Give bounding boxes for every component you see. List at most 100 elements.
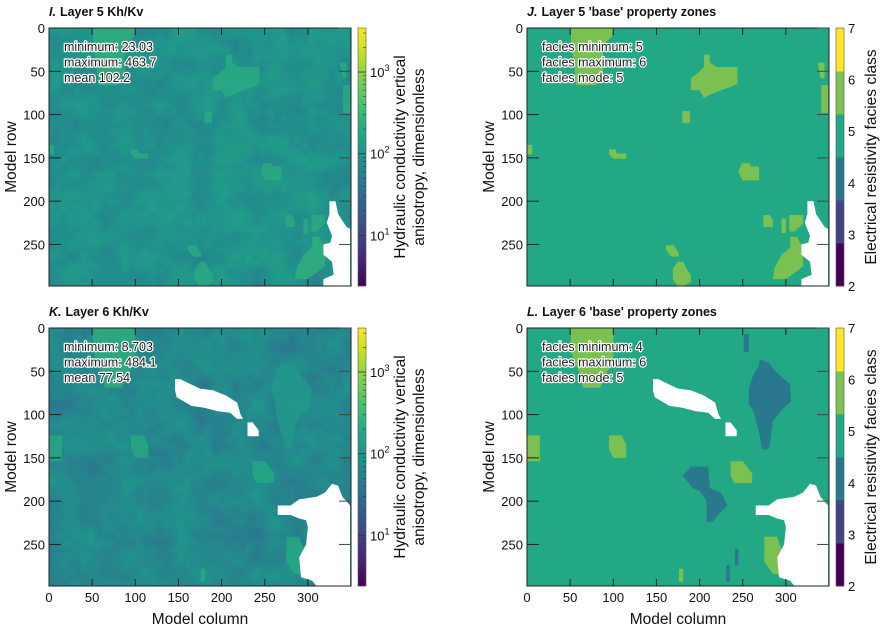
colorbar-segment — [358, 434, 366, 436]
colorbar-segment — [358, 277, 366, 279]
y-tick-label: 150 — [501, 451, 523, 466]
colorbar-segment — [358, 256, 366, 258]
colorbar-segment — [358, 421, 366, 423]
colorbar-segment — [358, 147, 366, 149]
colorbar-segment — [358, 207, 366, 209]
colorbar-segment — [358, 213, 366, 215]
colorbar-segment — [358, 435, 366, 437]
stats-line: facies maximum: 6 — [542, 356, 646, 370]
panel-title: L. Layer 6 'base' property zones — [527, 305, 717, 319]
colorbar-segment — [358, 60, 366, 62]
high-anisotropy-zone — [212, 54, 260, 99]
colorbar-segment — [358, 285, 366, 287]
colorbar-segment — [358, 488, 366, 490]
colorbar-segment — [358, 387, 366, 389]
colorbar-tick-label: 103 — [370, 363, 389, 380]
colorbar-segment — [358, 525, 366, 527]
colorbar-segment — [358, 459, 366, 461]
high-anisotropy-zone — [252, 461, 275, 483]
colorbar-segment — [358, 355, 366, 357]
colorbar-segment — [358, 115, 366, 117]
colorbar-segment — [358, 429, 366, 431]
colorbar-segment — [358, 452, 366, 454]
colorbar-segment — [358, 59, 366, 61]
colorbar-segment — [358, 42, 366, 44]
colorbar-segment — [358, 99, 366, 101]
colorbar-segment — [358, 87, 366, 89]
x-tick-label: 150 — [646, 590, 668, 605]
colorbar-segment — [358, 105, 366, 107]
no-data-area — [247, 422, 259, 437]
colorbar-segment — [358, 110, 366, 112]
colorbar-segment — [358, 261, 366, 263]
colorbar-segment — [358, 558, 366, 560]
colorbar-segment — [358, 217, 366, 219]
colorbar-segment — [358, 340, 366, 342]
facies-6-zone — [730, 461, 753, 483]
y-tick-label: 150 — [501, 151, 523, 166]
colorbar-segment — [358, 502, 366, 504]
colorbar-segment — [358, 366, 366, 368]
colorbar-segment — [358, 406, 366, 408]
colorbar-segment — [358, 336, 366, 338]
facies-4-zone — [743, 334, 749, 353]
colorbar-segment — [358, 97, 366, 99]
stats-line: mean 102.2 — [64, 71, 130, 85]
colorbar-segment — [358, 560, 366, 562]
colorbar-tick-exponent: 2 — [384, 145, 389, 155]
x-tick-label: 250 — [732, 590, 754, 605]
colorbar-segment — [358, 227, 366, 229]
colorbar-segment — [358, 283, 366, 285]
colorbar-segment — [358, 159, 366, 161]
colorbar-segment — [358, 483, 366, 485]
colorbar-segment — [358, 437, 366, 439]
colorbar-segment — [358, 415, 366, 417]
colorbar-segment — [358, 156, 366, 158]
y-tick-label: 200 — [23, 194, 45, 209]
colorbar-segment — [358, 484, 366, 486]
colorbar-segment — [358, 279, 366, 281]
colorbar-segment — [358, 120, 366, 122]
colorbar-segment — [358, 55, 366, 57]
colorbar-segment — [358, 467, 366, 469]
colorbar-segment — [358, 479, 366, 481]
colorbar-segment — [358, 195, 366, 197]
colorbar-segment — [358, 520, 366, 522]
colorbar-tick-label: 7 — [848, 21, 855, 36]
colorbar-segment — [358, 455, 366, 457]
colorbar-segment — [358, 537, 366, 539]
colorbar-segment — [358, 234, 366, 236]
colorbar-frame — [357, 27, 367, 287]
colorbar-segment — [358, 85, 366, 87]
colorbar-segment — [358, 243, 366, 245]
colorbar-segment — [358, 259, 366, 261]
colorbar-segment — [358, 51, 366, 53]
colorbar-segment — [358, 417, 366, 419]
colorbar-segment — [358, 395, 366, 397]
colorbar-segment — [358, 509, 366, 511]
colorbar-segment — [358, 419, 366, 421]
facies-6-zone — [772, 236, 804, 280]
colorbar-segment — [358, 62, 366, 64]
colorbar-segment — [358, 477, 366, 479]
y-tick-label: 100 — [501, 408, 523, 423]
colorbar-segment — [358, 66, 366, 68]
high-anisotropy-zone — [131, 149, 149, 159]
colorbar-segment — [358, 393, 366, 395]
colorbar-segment — [358, 76, 366, 78]
colorbar-segment — [358, 410, 366, 412]
colorbar-tick-label: 6 — [848, 73, 855, 88]
facies-6-zone — [821, 85, 829, 113]
colorbar-segment — [358, 575, 366, 577]
colorbar-segment — [358, 500, 366, 502]
colorbar-tick-label: 101 — [370, 226, 389, 243]
stats-line: facies minimum: 5 — [542, 40, 643, 54]
x-tick-label: 0 — [45, 590, 52, 605]
colorbar-segment — [358, 447, 366, 449]
colorbar-segment — [358, 531, 366, 533]
colorbar-segment — [358, 173, 366, 175]
colorbar-segment — [358, 424, 366, 426]
colorbar-segment — [358, 94, 366, 96]
